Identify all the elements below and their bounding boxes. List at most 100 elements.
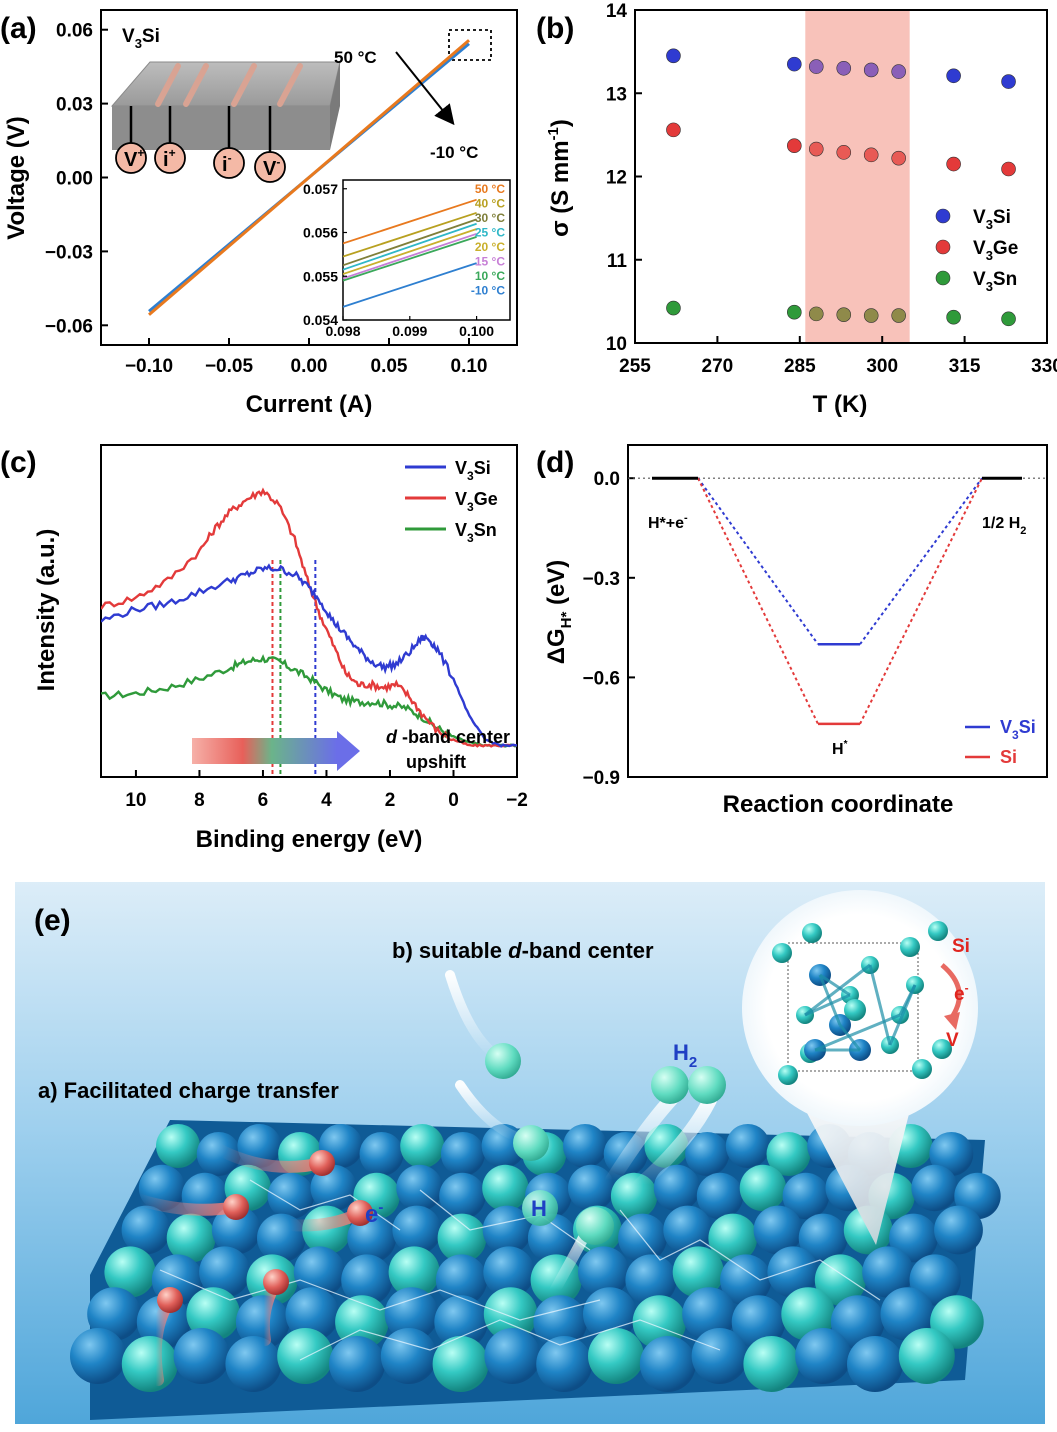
data-point — [808, 306, 824, 322]
contact-circle — [154, 142, 186, 174]
x-tick-label: 255 — [619, 356, 651, 377]
v-atom — [533, 1295, 587, 1349]
data-point — [808, 141, 824, 157]
v-atom — [798, 1213, 848, 1263]
bond — [819, 973, 851, 997]
panel-d-series — [652, 476, 1022, 726]
panel-b-ylabel: σ (S mm-1) — [545, 119, 574, 237]
x-tick-label: 0 — [448, 790, 459, 811]
panel-b-letter: (b) — [536, 12, 574, 45]
panel-a-inset: 0.098 0.099 0.100 0.054 0.055 0.056 0.057 50 °… — [303, 179, 511, 339]
panel-a: (a) −0.10 −0.05 0.00 0.05 0.10 −0.06 −0.03 0.00… — [0, 9, 518, 418]
panel-a-series — [148, 39, 470, 316]
panel-c-legend: V3Si V3Ge V3Sn — [405, 458, 498, 545]
data-point — [946, 156, 961, 172]
data-point — [946, 309, 961, 325]
v-atom — [568, 1164, 615, 1212]
v-atom — [396, 1164, 443, 1212]
v-atom — [911, 1164, 958, 1212]
inset-legend-label: 40 °C — [475, 197, 505, 211]
panel-d-axes-frame — [627, 444, 1048, 778]
electron-streaks — [134, 1144, 373, 1386]
inset-si-label: Si — [952, 936, 970, 957]
inset-legend-label: -10 °C — [471, 284, 505, 298]
unit-cell-outline — [787, 942, 919, 1072]
inset-legend-label: 10 °C — [475, 269, 505, 283]
data-point — [787, 138, 802, 153]
y-tick-label: 11 — [607, 251, 628, 272]
x-tick-label: 6 — [258, 790, 269, 811]
si-atom — [814, 1254, 867, 1306]
contact-label: i- — [222, 151, 232, 176]
v-atom — [70, 1328, 126, 1384]
inset-series-line — [343, 198, 477, 245]
v-atom — [653, 1164, 701, 1212]
y-tick-label: 0.03 — [56, 95, 93, 116]
contact-circle — [115, 142, 147, 174]
panel-a-material-label: V3Si — [122, 26, 160, 51]
data-point — [891, 64, 906, 79]
d-band-upshift-arrow — [192, 731, 360, 771]
si-atom — [156, 1124, 200, 1168]
panel-b: (b) 255 270 285 300 315 330 10 11 12 13 14 V3Si V3G… — [536, 1, 1057, 418]
inset-legend-label: 50 °C — [475, 182, 505, 196]
hydrogen-streaks — [445, 970, 726, 1296]
upshift-label: upshift — [406, 752, 466, 772]
inset-series-line — [343, 211, 477, 258]
contact-circle — [213, 147, 245, 179]
y-tick-label: 12 — [606, 168, 627, 189]
bond — [838, 1024, 862, 1051]
inset-e-label: e- — [954, 981, 969, 1005]
si-atom — [166, 1213, 216, 1263]
x-tick-label: 0.05 — [371, 356, 408, 377]
legend-label: V3Ge — [973, 238, 1018, 263]
si-atom — [928, 921, 948, 941]
v-atom — [434, 1295, 488, 1349]
panel-d-ticks: 0.0 −0.3 −0.6 −0.9 — [582, 469, 1047, 789]
device-slab-illustration — [110, 61, 341, 152]
bond — [818, 974, 842, 1026]
charge-paths — [159, 1179, 881, 1361]
legend-label: V3Ge — [455, 489, 498, 514]
inset-x-tick-label: 0.099 — [392, 323, 427, 339]
x-tick-label: 300 — [866, 356, 898, 377]
panel-b-legend: V3Si V3Ge V3Sn — [935, 207, 1018, 294]
legend-marker — [935, 270, 951, 286]
spectrum-line — [101, 654, 517, 748]
v-atom — [767, 1246, 819, 1298]
panel-a-ticks: −0.10 −0.05 0.00 0.05 0.10 −0.06 −0.03 0.00 0.03… — [45, 21, 488, 377]
v-atom — [225, 1336, 282, 1392]
panel-b-series — [666, 48, 1016, 327]
legend-label: V3Si — [973, 207, 1011, 232]
y-tick-label: 14 — [606, 1, 628, 22]
y-tick-label: −0.06 — [45, 316, 93, 337]
inset-x-tick-label: 0.098 — [325, 323, 360, 339]
series-line — [148, 39, 470, 316]
inset-series-line — [343, 232, 477, 280]
si-atom — [400, 1124, 445, 1168]
v-atom — [880, 1287, 935, 1341]
v-atom — [483, 1246, 535, 1298]
v-atom — [440, 1132, 485, 1176]
connector-line — [859, 477, 983, 645]
si-atom — [743, 1336, 800, 1392]
bond — [814, 1013, 901, 1052]
v-atom — [929, 1132, 974, 1176]
x-tick-label: 285 — [784, 356, 816, 377]
label-facilitated-charge-transfer: a) Facilitated charge transfer — [38, 1078, 339, 1103]
v-atom — [691, 1328, 748, 1384]
inset-legend-label: 25 °C — [475, 226, 505, 240]
connector-line — [697, 477, 819, 645]
v-atom — [725, 1124, 770, 1168]
si-atom — [121, 1336, 178, 1392]
center-atom — [844, 999, 866, 1021]
v-atom — [753, 1205, 803, 1255]
data-point — [666, 48, 681, 64]
contact-markers: V+ i+ i- V- — [115, 142, 286, 183]
inset-series-line — [343, 236, 477, 282]
label-intermediate-state: H* — [832, 739, 848, 758]
v-atom — [384, 1287, 439, 1341]
v-atom — [482, 1205, 532, 1255]
bond — [804, 963, 871, 1017]
